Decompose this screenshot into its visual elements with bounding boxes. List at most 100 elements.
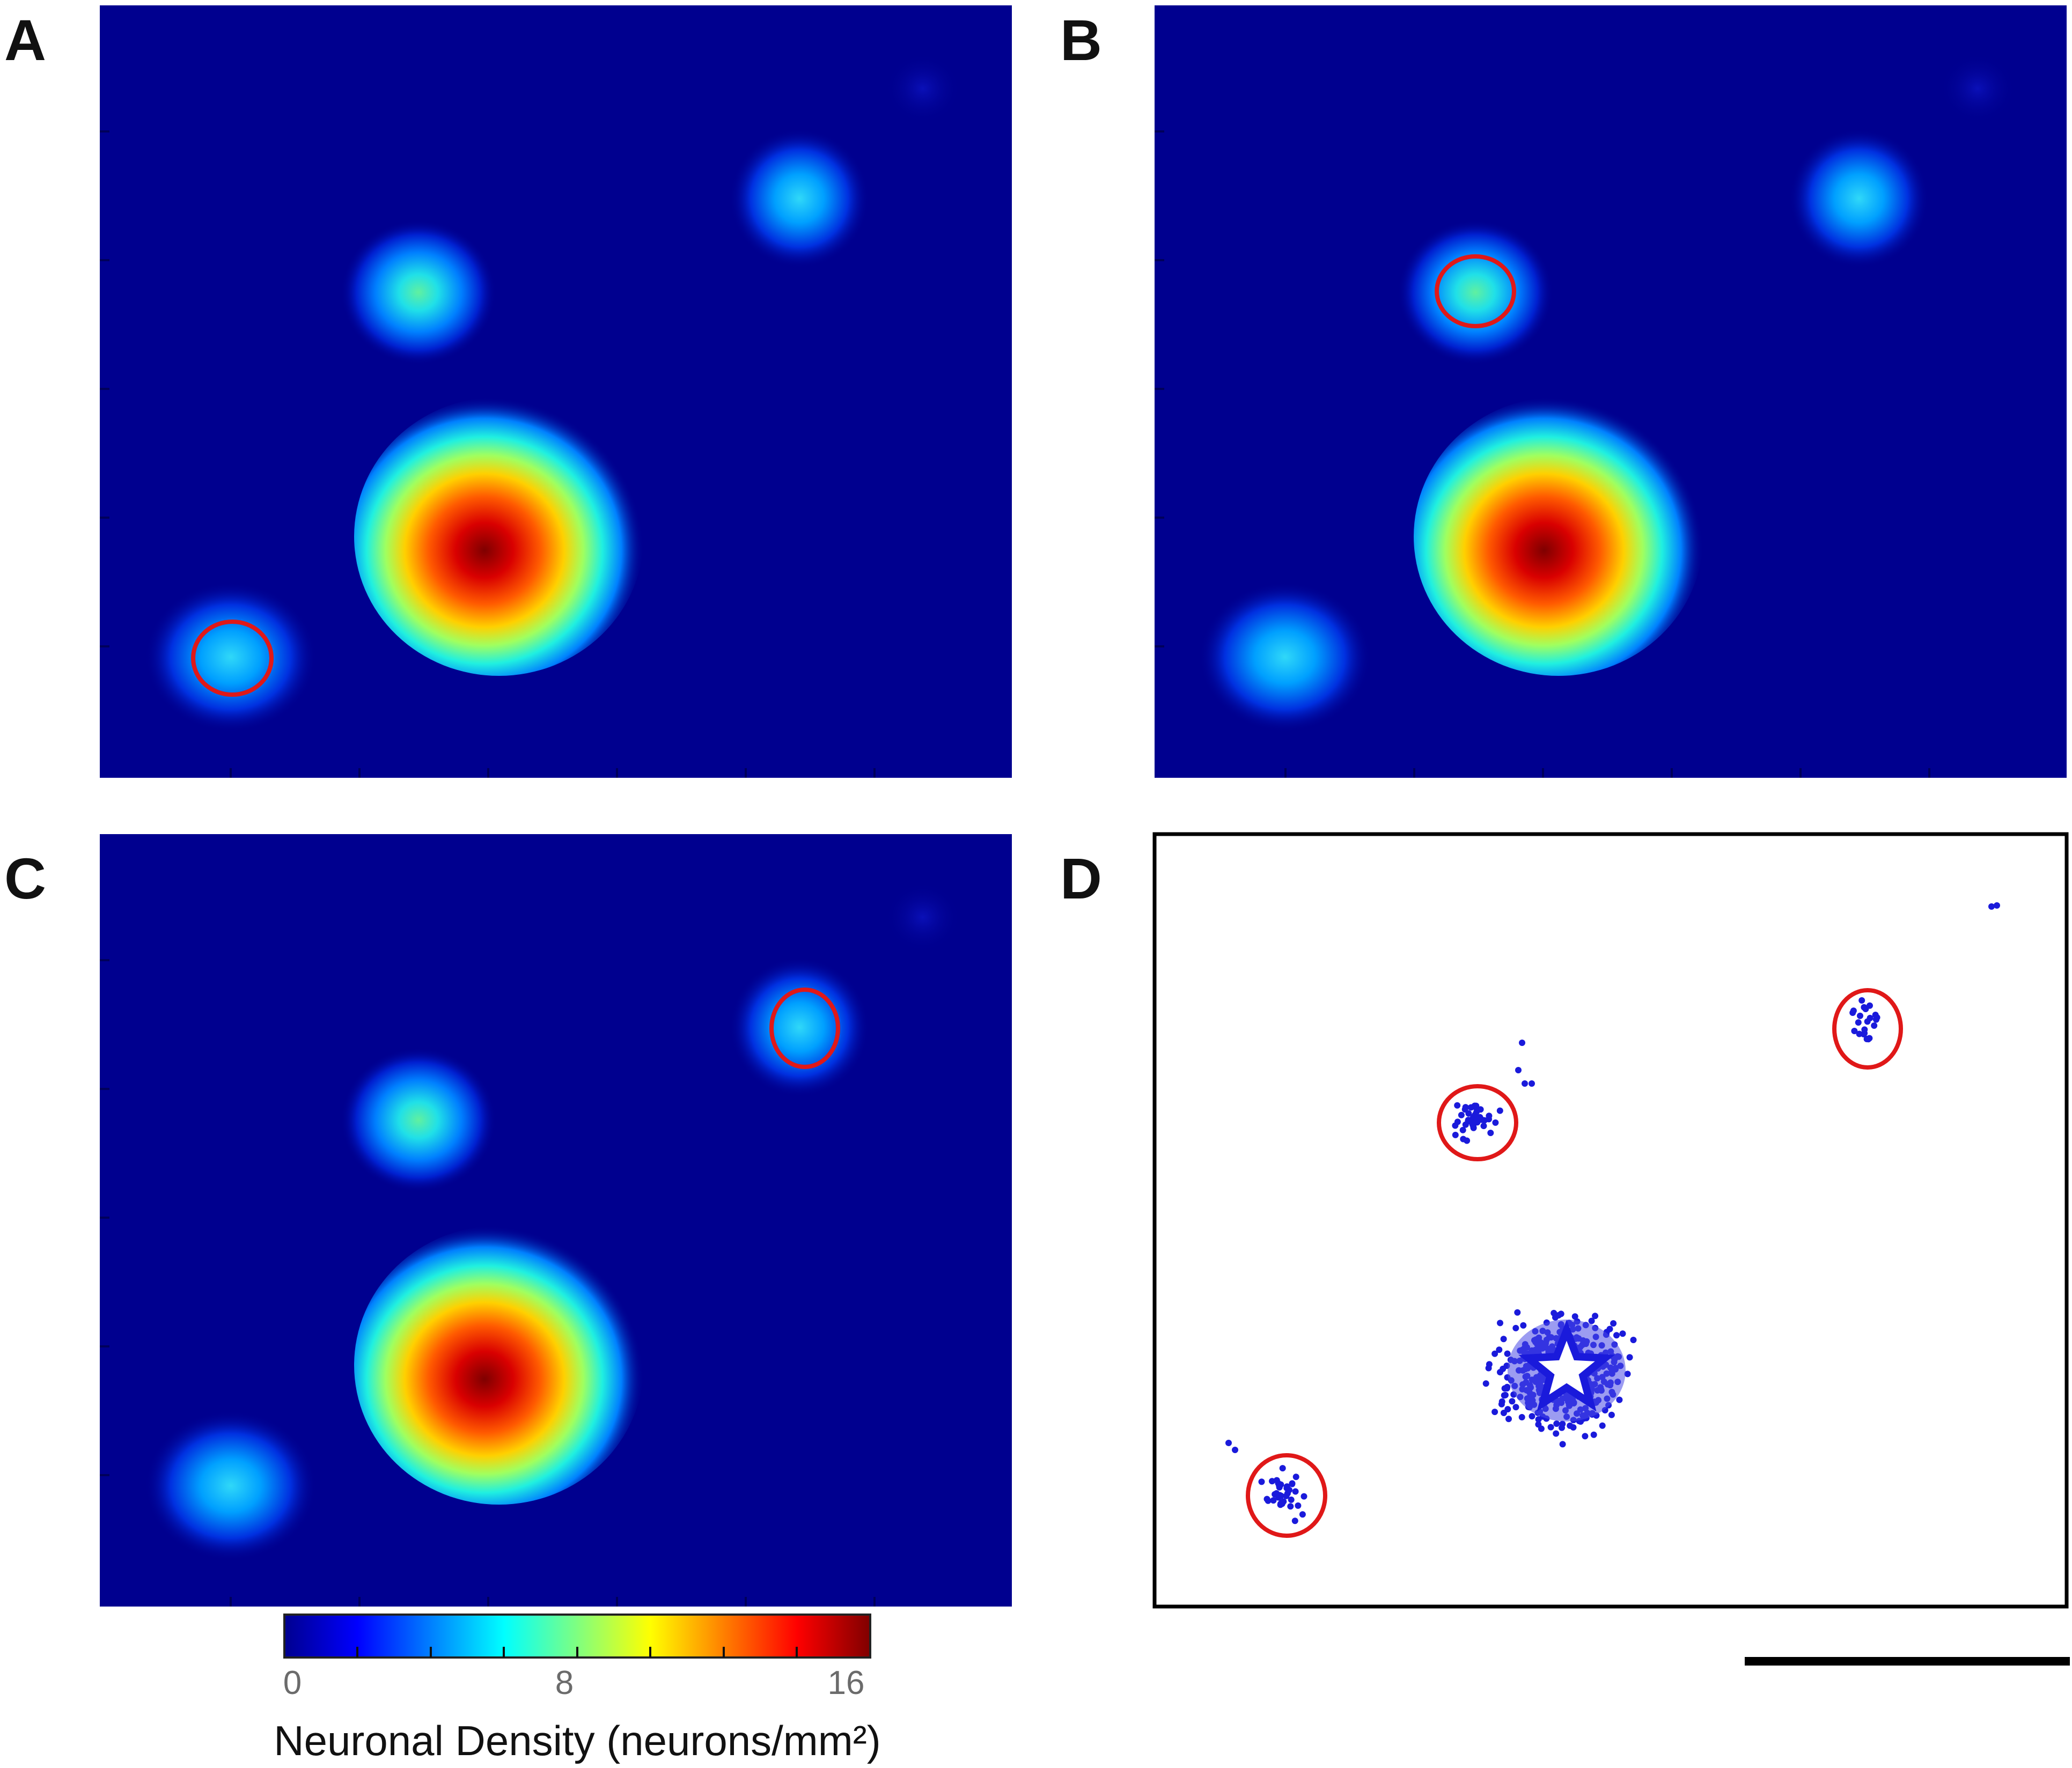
density-blob [1789,129,1929,268]
cell-point [1588,1317,1595,1324]
cell-point [1988,903,1995,910]
cell-point [1505,1416,1512,1423]
highlight-ellipse [1437,1084,1518,1161]
cell-point [1582,1433,1589,1440]
panel-d-points [1225,902,2000,1524]
cell-point [1496,1107,1503,1114]
panel-b-heatmap [1199,54,2015,732]
cell-point [1559,1424,1565,1431]
cell-point [1553,1430,1560,1437]
cell-point [1590,1431,1597,1438]
cell-point [1486,1113,1493,1119]
cell-point [1512,1404,1519,1411]
cell-point [1292,1488,1299,1495]
cell-point [1458,1111,1465,1118]
cell-point [1518,1414,1525,1420]
cell-point [1553,1420,1560,1427]
panel-c-ticks [100,959,876,1607]
cell-point [1452,1131,1459,1138]
cell-point [1855,1019,1862,1026]
cell-point [1288,1496,1295,1503]
cell-point [1292,1474,1299,1480]
density-blob [341,1048,496,1192]
cell-point [1994,902,2000,909]
panel-a: A [4,5,1012,778]
cell-point [1482,1380,1489,1387]
cell-point [1283,1492,1290,1499]
density-blob [885,54,960,123]
cell-point [1461,1106,1468,1113]
cell-point [1265,1497,1272,1504]
cell-point [1865,1036,1872,1043]
panel-label: C [4,846,46,911]
panel-c: C [4,834,1012,1607]
cell-point [1491,1350,1498,1357]
cell-point [1551,1309,1557,1316]
cell-point [1610,1320,1617,1327]
star-icon [1518,1320,1615,1412]
density-blob [354,397,644,676]
panel-a-heatmap [145,54,960,732]
density-blob [354,1226,644,1505]
cell-point [1501,1385,1508,1392]
highlight-ellipse [1435,254,1516,328]
cell-point [1606,1325,1613,1332]
cell-point [1522,1080,1528,1087]
cell-point [1454,1118,1461,1125]
cell-point [1501,1392,1508,1399]
colorbar-title: Neuronal Density (neurons/mm²) [274,1717,880,1764]
cell-point [1567,1422,1574,1429]
panel-c-heatmap [145,882,960,1561]
cell-point [1480,1123,1487,1129]
cell-point [1225,1440,1232,1446]
cell-point [1475,1115,1482,1122]
cell-point [1232,1447,1238,1453]
cell-point [1512,1324,1519,1331]
cell-point [1500,1410,1507,1416]
cell-point [1496,1346,1503,1353]
cell-point [1519,1040,1525,1046]
cell-point [1509,1398,1516,1405]
cell-point [1276,1492,1283,1499]
cell-point [1520,1322,1527,1329]
cell-point [1485,1365,1492,1372]
colorbar-ticks [356,1647,798,1658]
colorbar-tick-label: 8 [555,1664,574,1701]
cell-point [1851,1028,1858,1034]
panel-b: B [1060,5,2067,778]
cell-point [1300,1493,1307,1500]
cell-point [1626,1354,1633,1361]
density-blob [341,220,496,365]
density-blob [885,882,960,952]
cell-point [1454,1102,1461,1109]
cell-point [1867,1014,1873,1021]
cell-point [1492,1119,1499,1126]
panel-d-frame [1152,832,2069,1609]
cell-point [1467,1104,1474,1111]
cell-point [1630,1337,1637,1343]
cell-point [1557,1310,1564,1317]
cell-point [1599,1422,1606,1429]
cell-point [1871,1022,1878,1029]
density-blob [730,957,869,1097]
cell-point [1497,1320,1503,1327]
cell-point [1608,1411,1615,1418]
cell-point [1873,1014,1880,1021]
density-blob [145,1411,317,1561]
density-blob [1940,54,2015,123]
cell-point [1500,1336,1507,1343]
cell-point [1547,1424,1554,1431]
cell-point [1515,1067,1522,1073]
cell-point [1497,1369,1503,1376]
cell-point [1498,1401,1505,1408]
highlight-ellipse [1832,988,1903,1070]
cell-point [1616,1396,1623,1403]
cell-point [1287,1503,1294,1510]
density-blob [1398,220,1553,365]
cell-point [1592,1313,1599,1320]
colorbar-tick-label: 0 [283,1664,302,1701]
panel-label: A [4,8,46,72]
panel-label: D [1060,846,1102,911]
cell-point [1624,1371,1631,1377]
cell-point [1291,1517,1298,1524]
